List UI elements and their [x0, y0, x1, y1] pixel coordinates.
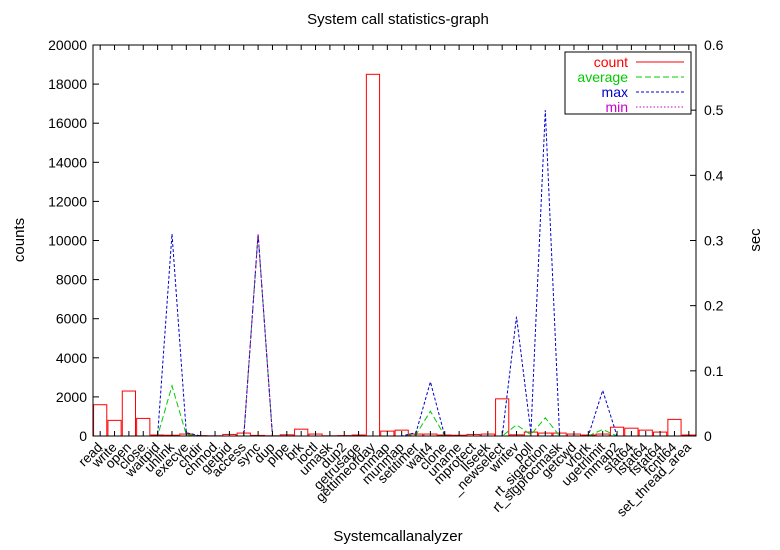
legend-label-min: min: [605, 99, 628, 115]
y2-tick-label: 0.1: [704, 363, 724, 379]
legend-label-count: count: [594, 54, 628, 70]
y-tick-label: 18000: [48, 76, 87, 92]
y2-tick-label: 0.6: [704, 37, 724, 53]
chart-title: System call statistics-graph: [307, 11, 489, 28]
y-axis-title: counts: [11, 218, 28, 262]
y2-tick-label: 0.2: [704, 298, 724, 314]
y-tick-label: 8000: [56, 272, 87, 288]
y-tick-label: 14000: [48, 154, 87, 170]
y2-tick-label: 0: [704, 428, 712, 444]
y-tick-label: 4000: [56, 350, 87, 366]
y-tick-label: 10000: [48, 233, 87, 249]
y-tick-label: 16000: [48, 115, 87, 131]
y2-tick-label: 0.5: [704, 102, 724, 118]
y2-tick-label: 0.3: [704, 233, 724, 249]
x-axis-title: Systemcallanalyzer: [333, 528, 462, 545]
line-max: [100, 110, 689, 437]
y-tick-label: 0: [79, 428, 87, 444]
y-tick-label: 12000: [48, 193, 87, 209]
legend-label-max: max: [602, 84, 628, 100]
y2-axis-title: sec: [747, 228, 764, 252]
y-tick-label: 2000: [56, 389, 87, 405]
y-tick-label: 6000: [56, 311, 87, 327]
legend-label-average: average: [577, 69, 628, 85]
y2-tick-label: 0.4: [704, 167, 724, 183]
y-tick-label: 20000: [48, 37, 87, 53]
